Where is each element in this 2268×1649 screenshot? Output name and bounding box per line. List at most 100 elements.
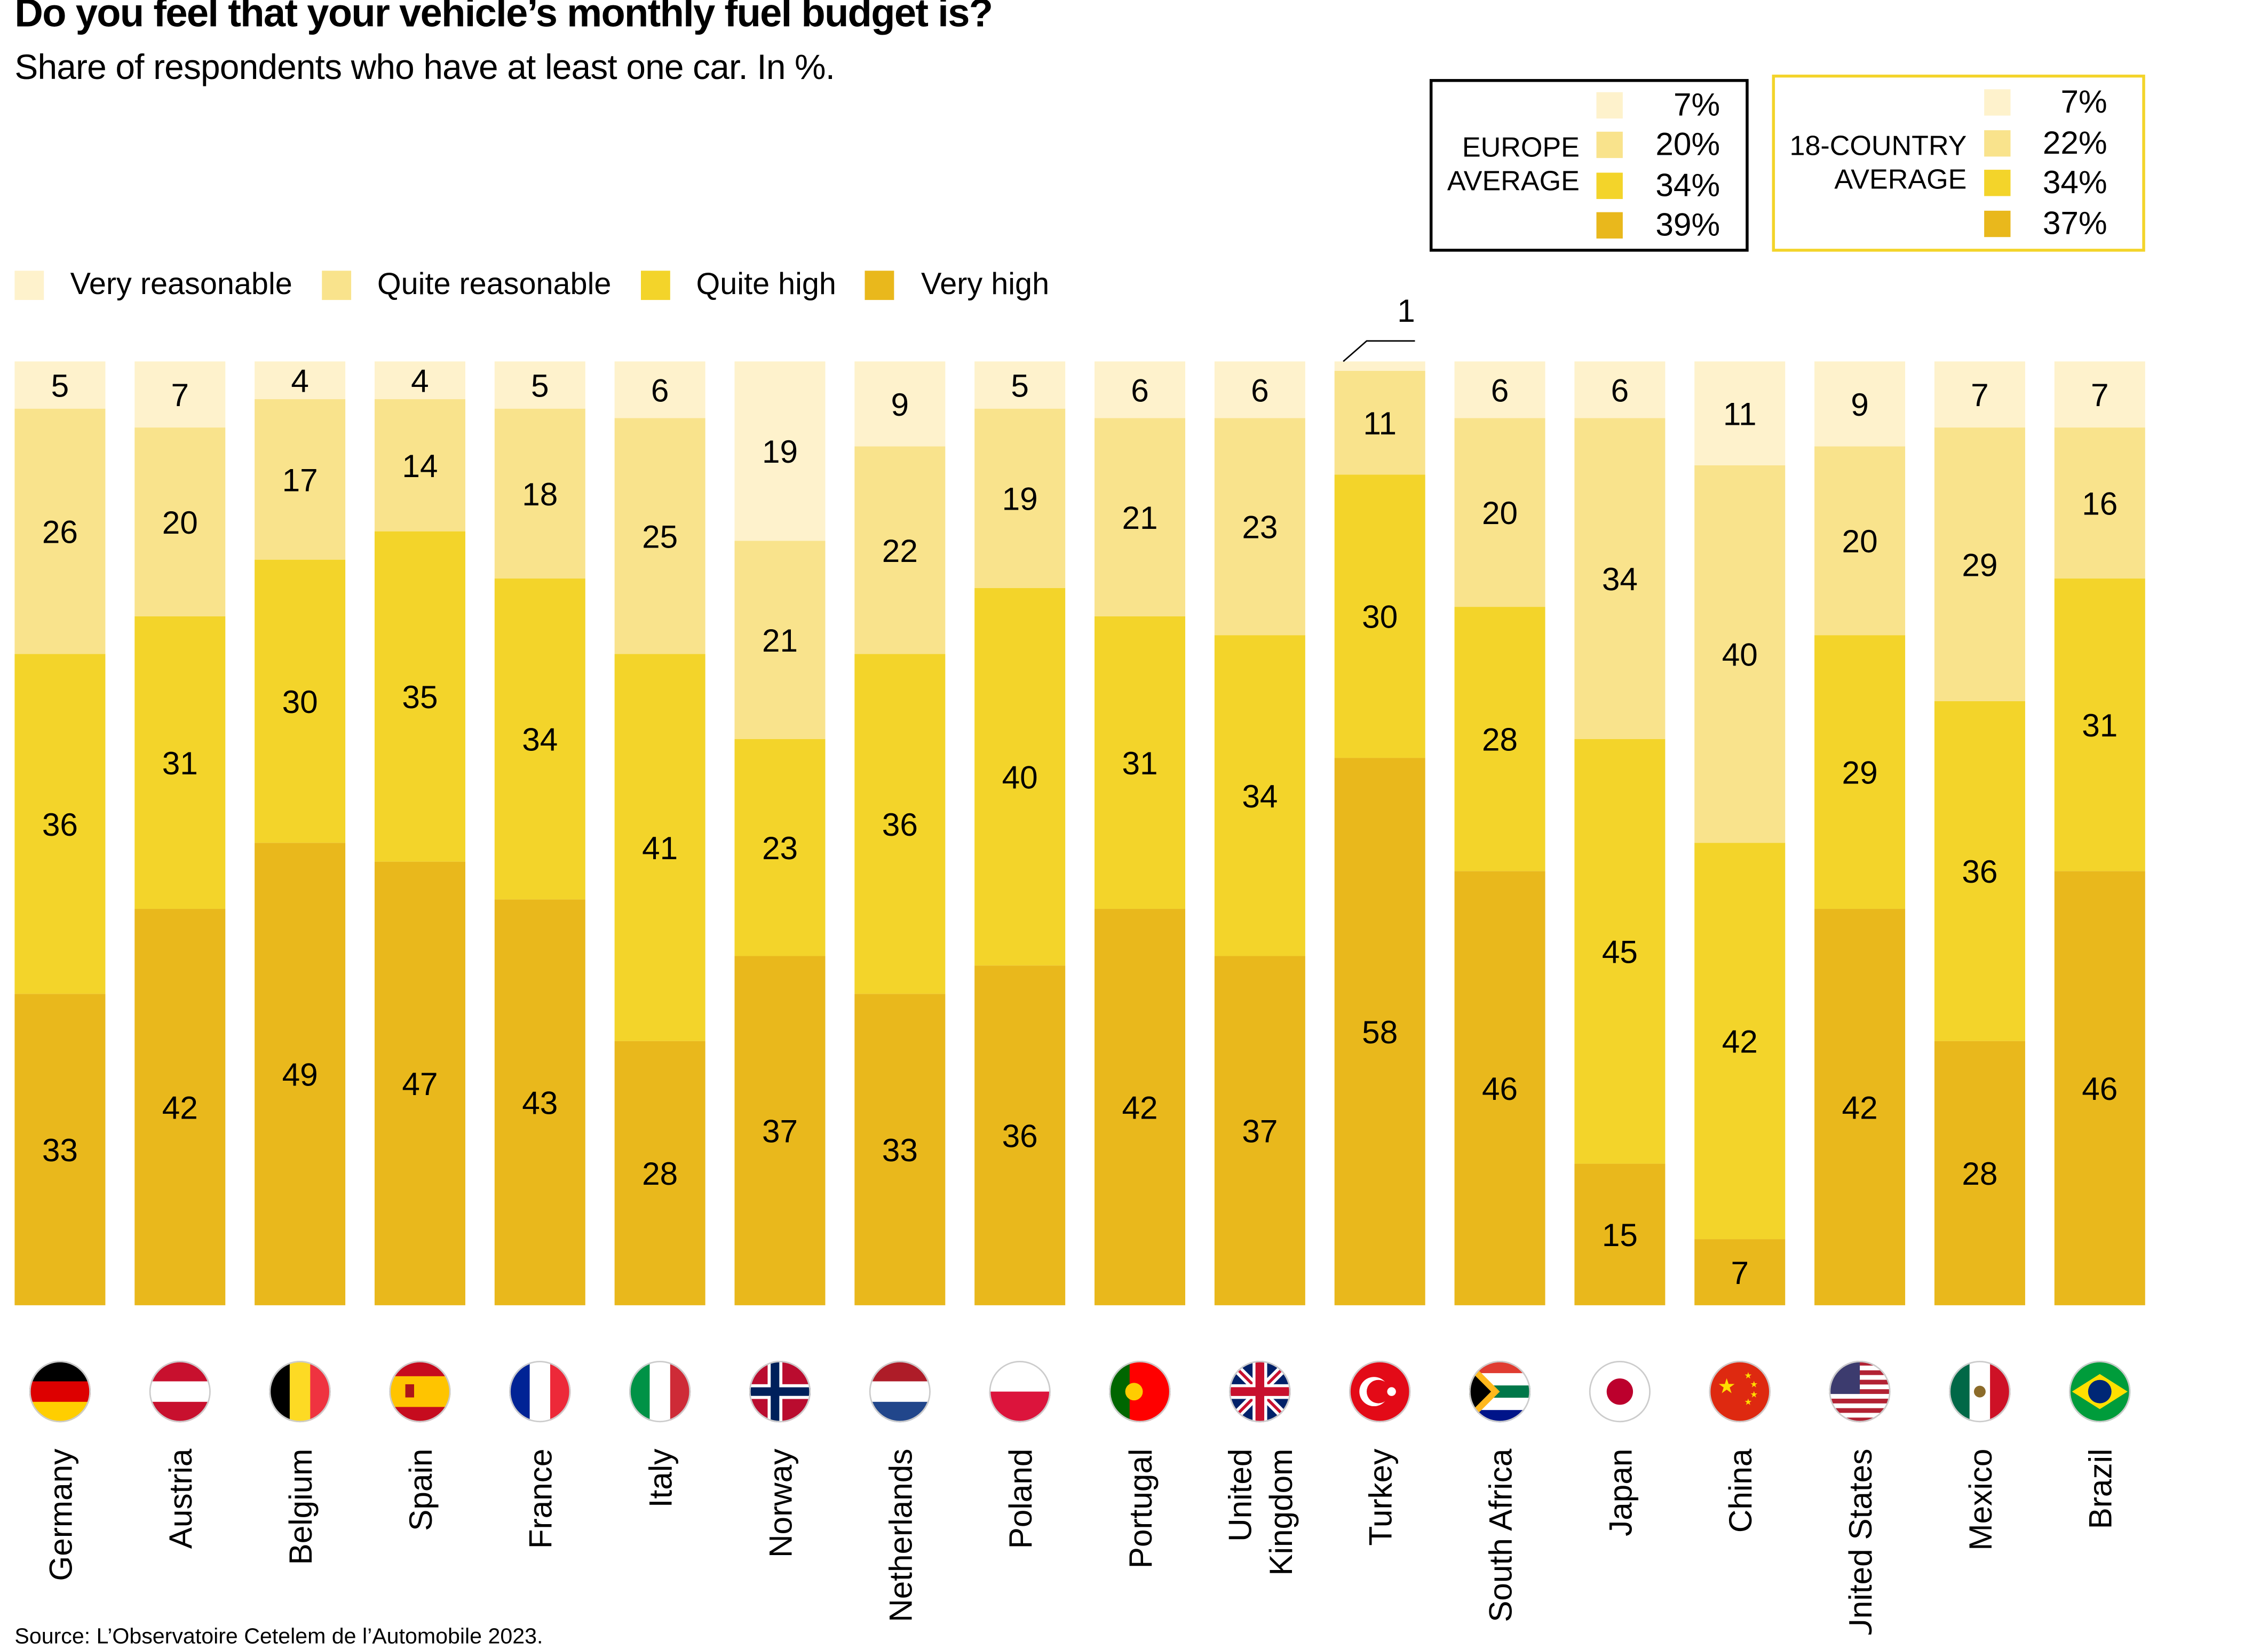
data-label: 4 bbox=[411, 363, 429, 399]
bar-segment-very-high bbox=[134, 909, 226, 1305]
bar-spain: 47 35 14 4 bbox=[374, 361, 465, 1305]
bar-segment-quite-reasonable bbox=[614, 418, 705, 654]
data-label: 22 bbox=[882, 533, 918, 569]
svg-text:Belgium: Belgium bbox=[282, 1449, 319, 1565]
flag-outline bbox=[1709, 1361, 1771, 1423]
bar-segment-quite-reasonable bbox=[854, 446, 946, 654]
data-label: 21 bbox=[1122, 500, 1157, 536]
data-label: 42 bbox=[1122, 1089, 1157, 1125]
data-label: 36 bbox=[1962, 853, 1997, 890]
bar-segment-quite-high bbox=[614, 654, 705, 1041]
bar-mexico: 28 36 29 7 bbox=[1934, 361, 2025, 1305]
bar-segment-very-high bbox=[1574, 1163, 1666, 1305]
svg-text:Austria: Austria bbox=[162, 1448, 199, 1549]
flag-outline bbox=[869, 1361, 931, 1423]
flag-outline bbox=[269, 1361, 331, 1423]
bar-segment-quite-high bbox=[1095, 616, 1186, 909]
bar-segment-quite-high bbox=[854, 654, 946, 994]
svg-text:Kingdom: Kingdom bbox=[1263, 1449, 1299, 1576]
category-label: China bbox=[1722, 1448, 1758, 1533]
category-label: United States bbox=[1842, 1449, 1878, 1635]
flag-outline bbox=[1589, 1361, 1651, 1423]
flag-outline bbox=[149, 1361, 211, 1423]
svg-text:Mexico: Mexico bbox=[1962, 1449, 1999, 1551]
bar-segment-quite-reasonable bbox=[1334, 370, 1425, 475]
data-label: 37 bbox=[1242, 1113, 1278, 1149]
flag-icon bbox=[1349, 1361, 1411, 1423]
data-label: 34 bbox=[1242, 778, 1278, 814]
category-label: Italy bbox=[643, 1448, 679, 1508]
bar-segment-quite-reasonable bbox=[974, 408, 1066, 588]
bar-segment-very-high bbox=[1694, 1239, 1786, 1305]
bar-segment-quite-high bbox=[1694, 843, 1786, 1240]
bar-brazil: 46 31 16 7 bbox=[2054, 361, 2145, 1305]
svg-text:South Africa: South Africa bbox=[1482, 1448, 1518, 1622]
svg-text:Germany: Germany bbox=[42, 1448, 78, 1581]
data-label: 46 bbox=[1482, 1071, 1518, 1107]
flag-icon bbox=[1589, 1361, 1651, 1423]
flag-outline bbox=[1949, 1361, 2011, 1423]
bar-segment-quite-reasonable bbox=[734, 541, 826, 739]
bar-segment-quite-reasonable bbox=[1095, 418, 1186, 616]
bar-segment-very-reasonable bbox=[2054, 361, 2145, 428]
data-label: 6 bbox=[1251, 372, 1269, 408]
data-label: 20 bbox=[1482, 495, 1518, 531]
legend-swatch bbox=[321, 271, 351, 300]
data-label: 46 bbox=[2082, 1071, 2118, 1107]
data-label: 28 bbox=[1962, 1155, 1997, 1192]
svg-text:★: ★ bbox=[1744, 1371, 1752, 1381]
category-label: United Kingdom bbox=[1222, 1449, 1299, 1576]
data-label: 41 bbox=[642, 830, 678, 866]
svg-text:★: ★ bbox=[1750, 1380, 1758, 1389]
category-label: Spain bbox=[402, 1449, 439, 1531]
bar-germany: 33 36 26 5 bbox=[14, 361, 106, 1305]
flag-outline bbox=[749, 1361, 811, 1423]
bar-segment-very-high bbox=[494, 899, 585, 1305]
category-label: Belgium bbox=[282, 1449, 319, 1565]
legend-swatch bbox=[865, 271, 895, 300]
svg-text:Turkey: Turkey bbox=[1362, 1448, 1399, 1546]
bar-segment-very-reasonable bbox=[1334, 361, 1425, 371]
data-label: 23 bbox=[1242, 509, 1278, 545]
legend-item-quite-reasonable: Quite reasonable bbox=[321, 268, 611, 303]
legend-item-very-reasonable: Very reasonable bbox=[14, 268, 292, 303]
data-label: 9 bbox=[891, 386, 909, 423]
bar-segment-very-reasonable bbox=[734, 361, 826, 541]
europe-average-box: EUROPE AVERAGE 7% 20% 34% 39% bbox=[1429, 79, 1749, 252]
average-value: 34% bbox=[2042, 164, 2107, 201]
flag-outline bbox=[989, 1361, 1051, 1423]
bar-segment-quite-reasonable bbox=[1694, 465, 1786, 843]
flag-icon bbox=[2069, 1361, 2131, 1423]
category-label: South Africa bbox=[1482, 1448, 1518, 1622]
source-note: Source: L’Observatoire Cetelem de l’Auto… bbox=[14, 1624, 543, 1649]
svg-text:★: ★ bbox=[1750, 1390, 1758, 1400]
bar-poland: 36 40 19 5 bbox=[974, 361, 1066, 1305]
category-label: Turkey bbox=[1362, 1448, 1399, 1546]
category-label: Germany bbox=[42, 1448, 78, 1581]
data-label: 7 bbox=[1971, 377, 1989, 413]
data-label: 40 bbox=[1002, 759, 1038, 795]
data-label: 20 bbox=[162, 504, 198, 541]
category-label: Japan bbox=[1602, 1449, 1638, 1536]
bar-segment-very-reasonable bbox=[1095, 361, 1186, 418]
average-value: 37% bbox=[2042, 204, 2107, 241]
bar-segment-very-reasonable bbox=[614, 361, 705, 418]
average-value: 34% bbox=[1655, 166, 1720, 203]
flag-outline bbox=[389, 1361, 451, 1423]
bar-segment-very-reasonable bbox=[134, 361, 226, 428]
data-label: 11 bbox=[1363, 405, 1397, 441]
data-label: 47 bbox=[402, 1066, 438, 1102]
data-label: 30 bbox=[282, 684, 318, 720]
bar-segment-very-high bbox=[1934, 1041, 2025, 1305]
bar-segment-quite-reasonable bbox=[2054, 427, 2145, 579]
data-label: 20 bbox=[1842, 523, 1878, 559]
average-label: 18-COUNTRY AVERAGE bbox=[1789, 131, 1967, 196]
flag-outline bbox=[1229, 1361, 1291, 1423]
data-label: 19 bbox=[762, 433, 798, 470]
svg-text:Italy: Italy bbox=[643, 1448, 679, 1508]
average-value: 20% bbox=[1655, 126, 1720, 163]
data-label: 6 bbox=[1131, 372, 1149, 408]
data-label: 15 bbox=[1602, 1217, 1638, 1253]
